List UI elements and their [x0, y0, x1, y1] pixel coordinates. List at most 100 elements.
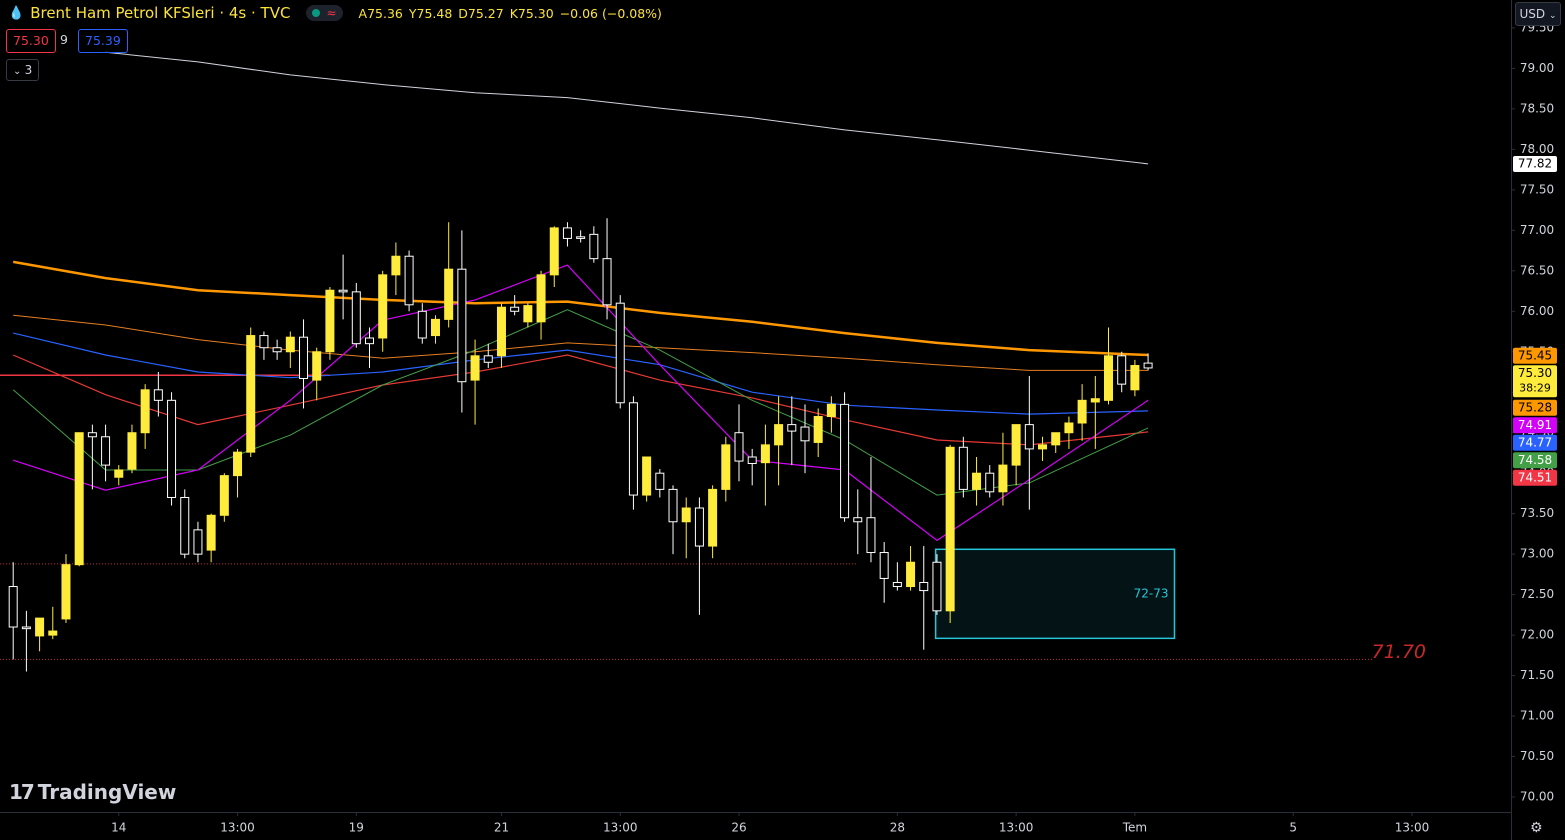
y-tick-label: 78.50: [1520, 101, 1554, 115]
ma-line: [13, 314, 1149, 371]
candle-body: [906, 561, 916, 588]
candle-body: [259, 335, 269, 349]
candle-body: [444, 268, 454, 320]
candle-body: [826, 403, 836, 418]
price-badge: [1513, 469, 1557, 486]
y-tick-label: 71.00: [1520, 709, 1554, 723]
candle-body: [8, 586, 18, 628]
ohlc-change: −0.06 (−0.08%): [559, 5, 662, 21]
y-tick-label: 76.00: [1520, 304, 1554, 318]
candle-body: [734, 432, 744, 462]
candle-body: [721, 444, 731, 490]
sell-button[interactable]: 75.30: [6, 29, 56, 53]
candle-body: [892, 581, 902, 588]
candle-body: [549, 227, 559, 276]
candle-body: [285, 336, 295, 353]
x-tick-label: 13:00: [603, 821, 638, 835]
candle-body: [708, 488, 718, 547]
candle-body: [470, 355, 480, 381]
candle-body: [642, 456, 652, 496]
countdown: 38:29: [1519, 381, 1551, 394]
y-tick-label: 70.00: [1520, 790, 1554, 804]
zone: [934, 548, 1176, 640]
candle-body: [219, 475, 229, 516]
candle-body: [853, 517, 863, 523]
candle-body: [378, 274, 388, 339]
currency-button[interactable]: USD ⌄: [1515, 2, 1561, 26]
ohlc-close: K75.30: [509, 5, 554, 21]
buy-button[interactable]: 75.39: [78, 29, 128, 53]
candle-body: [140, 389, 150, 434]
candle-body: [1143, 362, 1153, 369]
candle-body: [180, 496, 190, 555]
candle-body: [1064, 422, 1074, 434]
y-tick-label: 76.50: [1520, 263, 1554, 277]
logo: 17 TradingView: [9, 780, 177, 804]
candle-body: [694, 507, 704, 547]
candle-body: [589, 233, 599, 260]
y-tick-label: 71.50: [1520, 668, 1554, 682]
ohlc-high: Y75.48: [408, 5, 453, 21]
price-badge-label: 77.82: [1518, 156, 1552, 170]
candle-body: [206, 514, 216, 551]
candle-body: [813, 416, 823, 443]
candle-body: [958, 446, 968, 490]
candle-body: [391, 255, 401, 276]
candle-body: [576, 236, 586, 239]
candle-body: [417, 310, 427, 339]
price-badge-label: 75.28: [1518, 400, 1552, 414]
candle-body: [760, 444, 770, 464]
indicator-toggle[interactable]: ⌄ 3: [6, 59, 40, 81]
candle-body: [800, 426, 810, 442]
y-tick-label: 77.00: [1520, 223, 1554, 237]
ma-line: [105, 51, 1149, 165]
candle-body: [114, 469, 124, 478]
x-tick-label: Tem: [1122, 821, 1147, 835]
x-tick-label: 13:00: [999, 821, 1034, 835]
ma-line: [13, 332, 1149, 415]
price-badge-label: 74.51: [1518, 470, 1552, 484]
candle-body: [747, 456, 757, 464]
candle-body: [404, 255, 414, 306]
price-badge: [1513, 399, 1557, 416]
candle-body: [655, 472, 665, 490]
candle-body: [483, 355, 493, 363]
price-badge: [1513, 365, 1557, 398]
candle-body: [1051, 432, 1061, 446]
y-tick-label: 72.00: [1520, 628, 1554, 642]
symbol-title[interactable]: Brent Ham Petrol KFSleri · 4s · TVC: [30, 4, 291, 22]
price-badge-label: 75.30: [1518, 366, 1552, 380]
price-badge-label: 74.77: [1518, 435, 1552, 449]
candle-body: [1104, 355, 1114, 401]
candle-body: [840, 403, 850, 519]
candle-body: [496, 306, 506, 357]
candle-body: [61, 564, 71, 620]
candle-body: [1117, 355, 1127, 385]
candle-body: [985, 472, 995, 493]
settings-icon[interactable]: ⚙: [1530, 820, 1543, 836]
x-tick-label: 28: [890, 821, 905, 835]
candle-body: [1011, 424, 1021, 466]
candle-body: [365, 337, 375, 345]
candle-body: [338, 289, 348, 293]
candle-body: [21, 626, 31, 630]
level-label: 71.70: [1372, 641, 1426, 663]
candle-body: [153, 389, 163, 401]
price-badge: [1513, 155, 1557, 172]
price-badge-label: 74.58: [1518, 453, 1552, 467]
y-tick-label: 73.50: [1520, 506, 1554, 520]
ohlc-low: D75.27: [458, 5, 504, 21]
candle-body: [35, 617, 45, 637]
price-badge: [1513, 452, 1557, 469]
candle-body: [1024, 424, 1034, 450]
candle-body: [272, 347, 282, 353]
candle-body: [351, 291, 361, 345]
candle-body: [167, 399, 177, 498]
candle-body: [998, 464, 1008, 493]
candle-body: [972, 472, 982, 490]
header: 💧 Brent Ham Petrol KFSleri · 4s · TVC ≈ …: [8, 4, 662, 22]
candle-body: [919, 581, 929, 592]
price-badge-label: 75.45: [1518, 348, 1552, 362]
